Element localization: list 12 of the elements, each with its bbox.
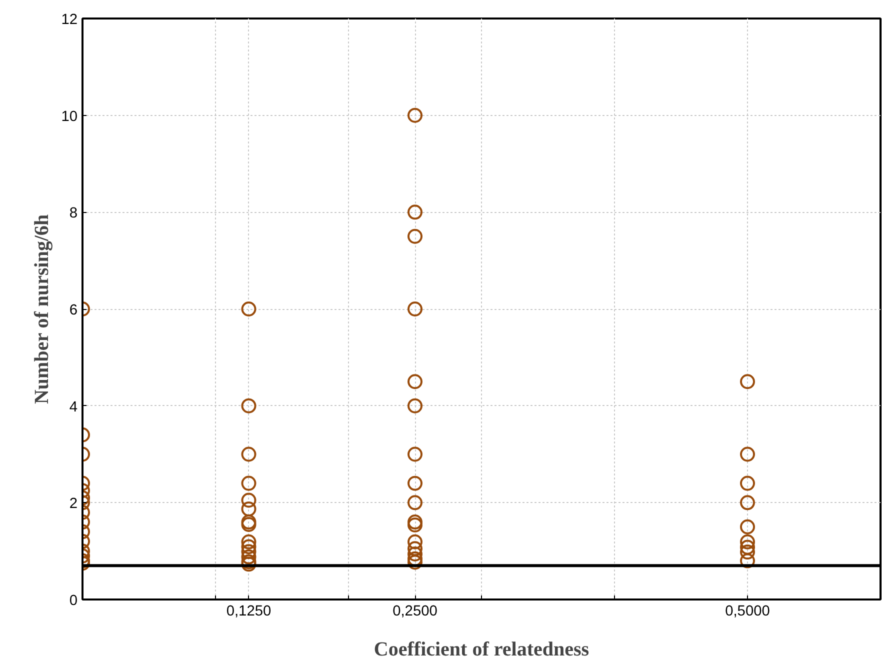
y-tick-label: 4 bbox=[69, 399, 78, 416]
y-tick-label: 0 bbox=[69, 593, 78, 609]
y-tick-label: 2 bbox=[69, 496, 78, 512]
y-tick-label: 10 bbox=[61, 108, 78, 125]
y-tick-label: 6 bbox=[69, 302, 78, 318]
x-tick-label: 0,1250 bbox=[226, 604, 272, 620]
x-tick-label: 0,5000 bbox=[725, 604, 770, 620]
x-axis-title: Coefficient of relatedness bbox=[374, 638, 590, 660]
y-tick-label: 12 bbox=[61, 12, 78, 28]
x-tick-label: 0,2500 bbox=[392, 604, 438, 620]
y-axis-title: Number of nursing/6h bbox=[31, 214, 54, 404]
y-tick-label: 8 bbox=[69, 206, 78, 222]
